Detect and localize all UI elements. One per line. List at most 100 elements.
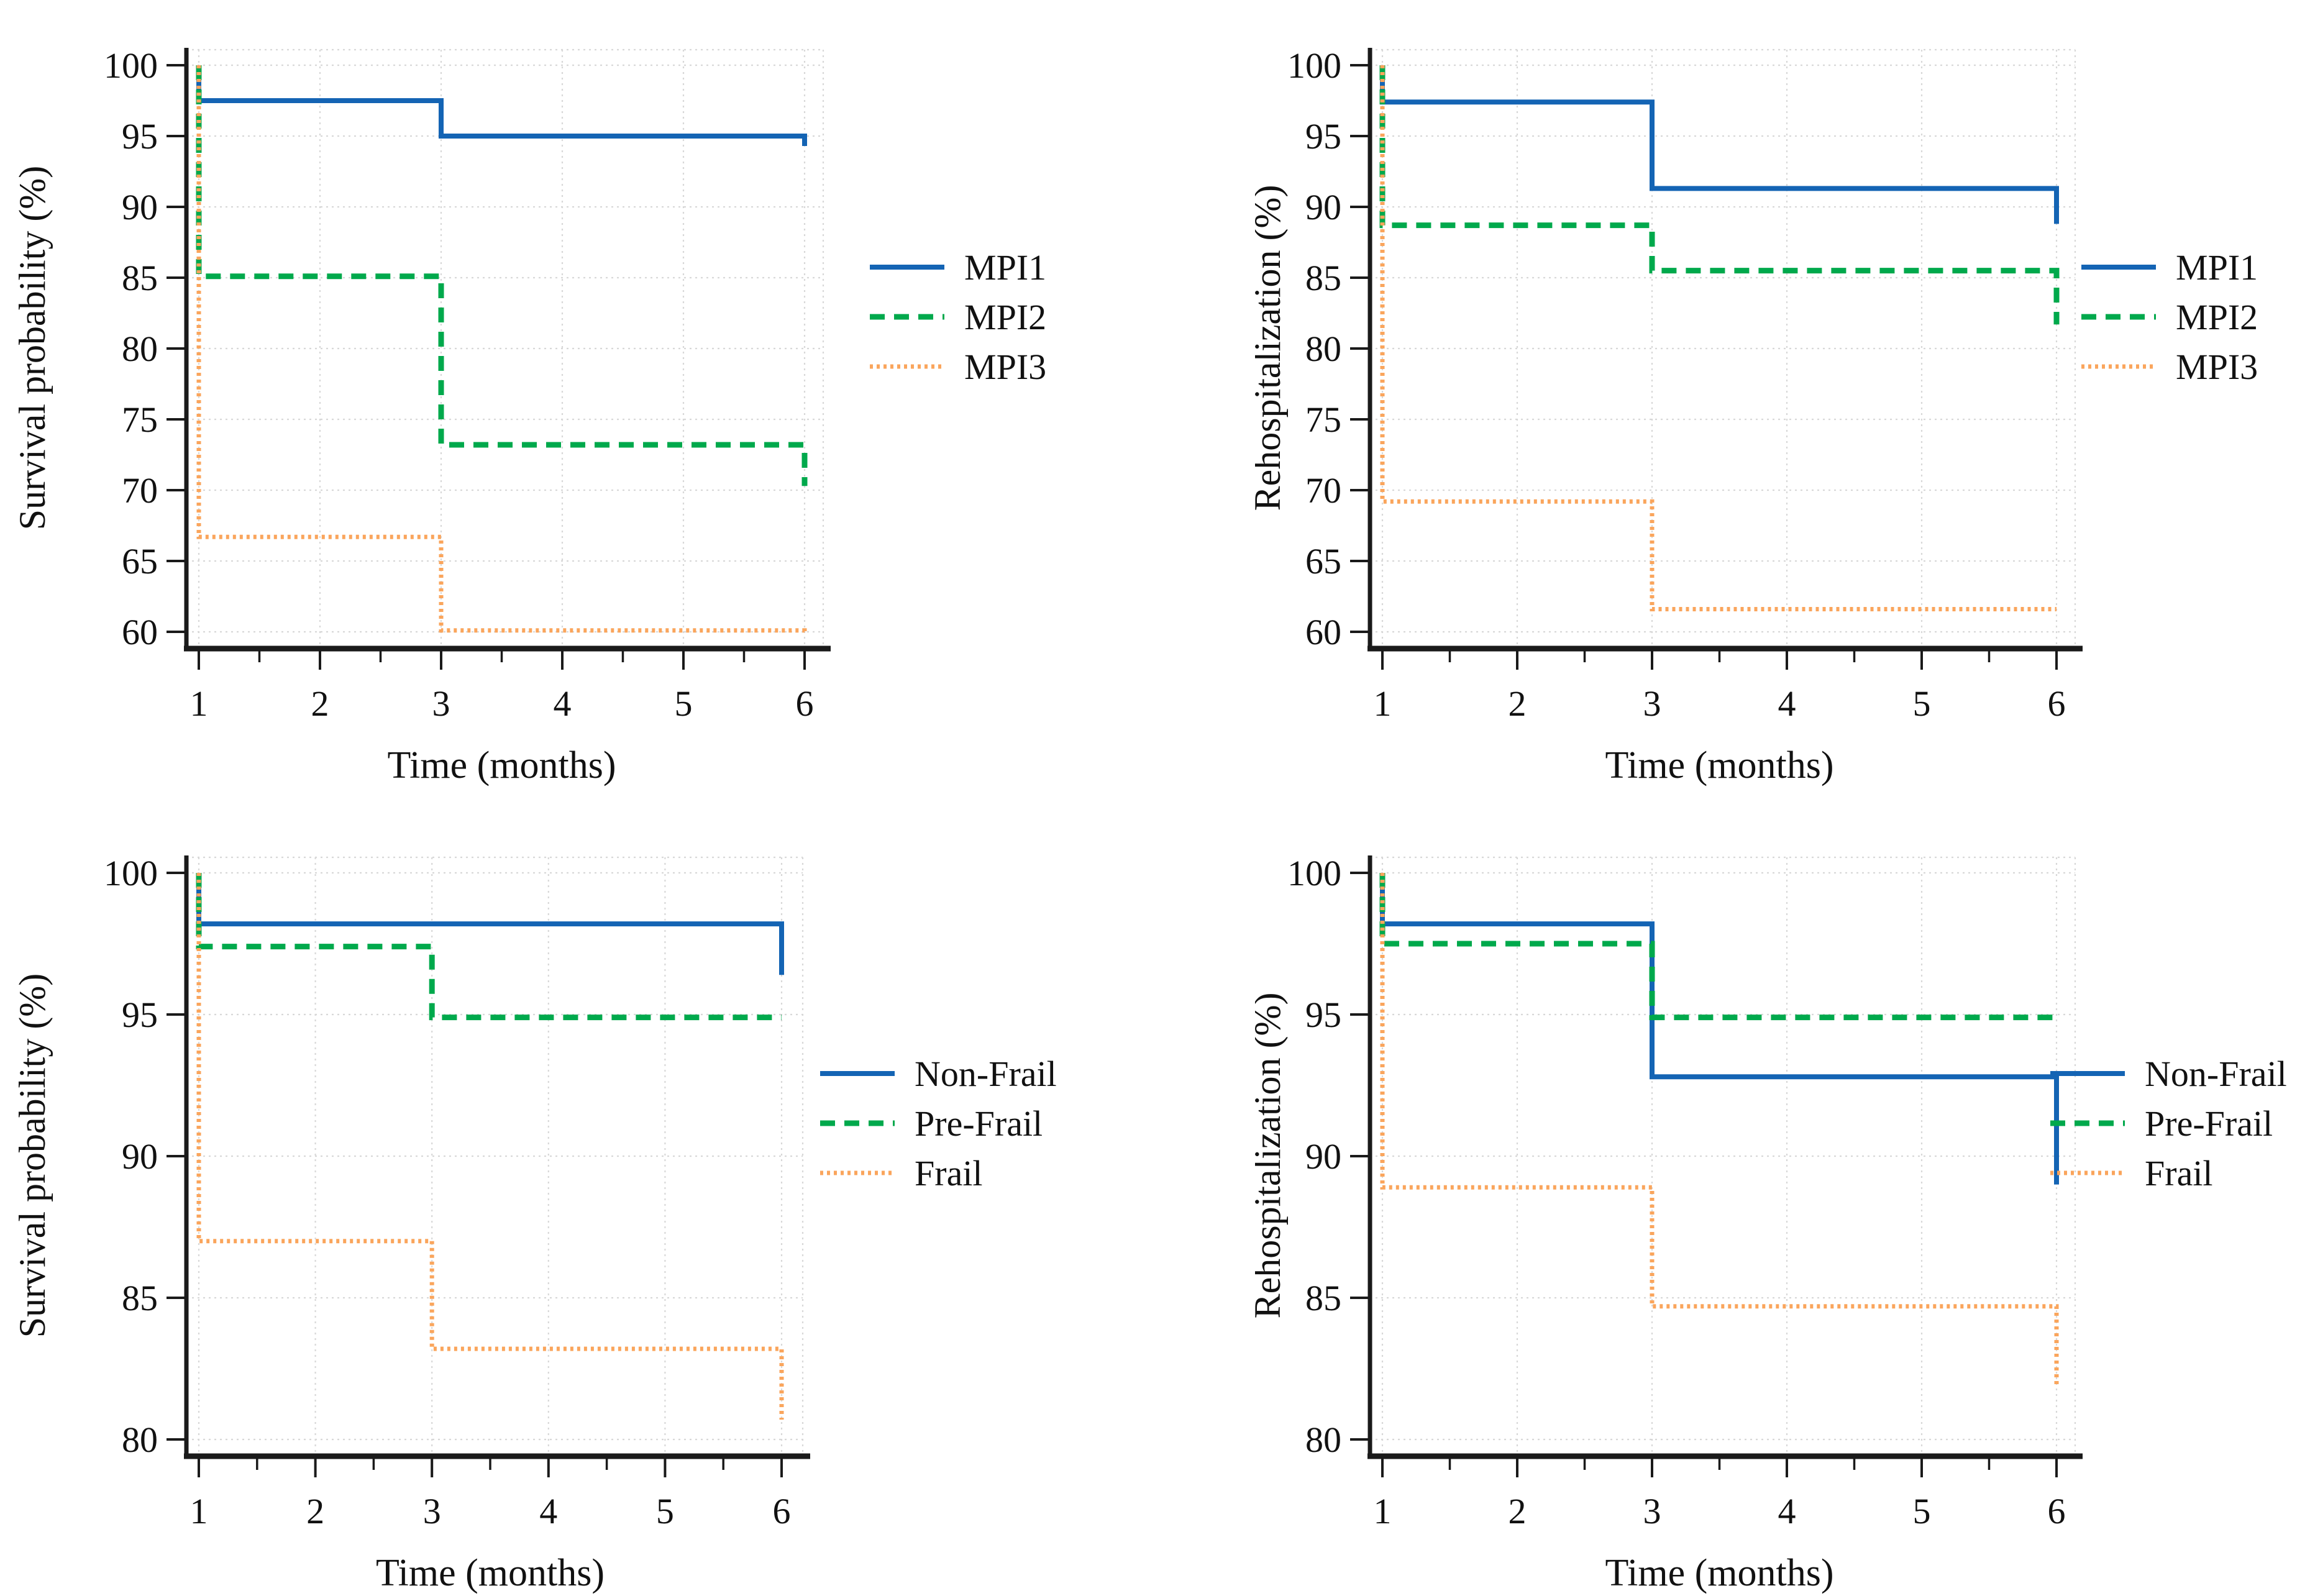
y-tick-label: 80 (1305, 329, 1341, 369)
y-tick-label: 60 (122, 612, 158, 652)
legend: Non-Frail Pre-Frail Frail (820, 1054, 1057, 1193)
x-tick-label: 2 (1509, 1491, 1527, 1531)
legend-label-Frail: Frail (2145, 1153, 2213, 1193)
y-tick-label: 60 (1305, 612, 1341, 652)
x-axis-label: Time (months) (1605, 1552, 1833, 1594)
y-tick-label: 75 (1305, 399, 1341, 440)
x-axis-label: Time (months) (1605, 744, 1833, 787)
x-tick-label: 2 (311, 683, 329, 724)
series-line-MPI1 (1380, 65, 2059, 224)
legend-label-Pre-Frail: Pre-Frail (2145, 1103, 2273, 1144)
y-axis-label: Survival probability (%) (12, 974, 53, 1338)
y-tick-label: 90 (1305, 1136, 1341, 1177)
legend-label-Non-Frail: Non-Frail (915, 1054, 1057, 1094)
y-tick-label: 95 (1305, 995, 1341, 1035)
step-chart-0: 60 65 70 75 80 85 90 95 100 1 2 3 4 5 6 Time (months) Su… (12, 45, 1046, 787)
x-tick-label: 5 (1913, 1491, 1931, 1531)
legend-label-Frail: Frail (915, 1153, 983, 1193)
x-tick-label: 4 (554, 683, 572, 724)
y-tick-label: 85 (122, 1278, 158, 1318)
x-tick-label: 1 (190, 683, 208, 724)
x-tick-label: 3 (432, 683, 450, 724)
x-tick-label: 2 (1509, 683, 1527, 724)
x-tick-label: 5 (1913, 683, 1931, 724)
y-tick-label: 80 (122, 1420, 158, 1460)
x-tick-label: 4 (1778, 683, 1796, 724)
y-tick-label: 100 (104, 45, 158, 86)
y-tick-label: 65 (122, 541, 158, 581)
axis-ticks (1350, 872, 2058, 1477)
series-line-Non-Frail (196, 873, 784, 975)
legend-label-Pre-Frail: Pre-Frail (915, 1103, 1043, 1144)
x-tick-label: 1 (1374, 683, 1392, 724)
series-line-Non-Frail (1380, 873, 2059, 1185)
series-line-Pre-Frail (1379, 873, 2057, 1021)
x-tick-label: 3 (1643, 683, 1661, 724)
y-tick-label: 70 (122, 470, 158, 511)
y-tick-label: 95 (122, 116, 158, 157)
legend: MPI1 MPI2 MPI3 (2081, 247, 2258, 387)
legend: MPI1 MPI2 MPI3 (870, 247, 1046, 387)
y-tick-label: 95 (122, 995, 158, 1035)
y-axis-label: Rehospitalization (%) (1255, 993, 1288, 1319)
chart-panel-survival-frailty: 80 85 90 95 100 1 2 3 4 5 6 Time (months) Survival p… (0, 808, 1180, 1596)
axis-ticks (1350, 64, 2058, 670)
y-axis-label: Rehospitalization (%) (1255, 185, 1288, 511)
x-tick-label: 6 (773, 1491, 791, 1531)
axis-ticks (167, 64, 806, 670)
chart-panel-survival-mpi: 60 65 70 75 80 85 90 95 100 1 2 3 4 5 6 Time (months) Su… (0, 0, 1180, 801)
x-tick-label: 3 (423, 1491, 441, 1531)
y-axis-label: Survival probability (%) (12, 166, 53, 531)
legend-label-MPI1: MPI1 (964, 247, 1046, 288)
series-line-MPI2 (196, 65, 808, 486)
x-tick-label: 5 (656, 1491, 674, 1531)
legend: Non-Frail Pre-Frail Frail (2050, 1054, 2287, 1193)
x-tick-label: 1 (190, 1491, 208, 1531)
y-tick-label: 90 (122, 1136, 158, 1177)
y-tick-label: 100 (1287, 853, 1341, 893)
series-line-Frail (196, 873, 784, 1420)
series-line-MPI3 (196, 65, 807, 633)
x-axis-label: Time (months) (376, 1552, 605, 1594)
x-tick-label: 6 (2048, 1491, 2066, 1531)
step-chart-3: 80 85 90 95 100 1 2 3 4 5 6 Time (months) Rehospital… (1255, 853, 2287, 1594)
y-tick-label: 95 (1305, 116, 1341, 157)
y-tick-label: 80 (122, 329, 158, 369)
legend-label-MPI3: MPI3 (964, 347, 1046, 387)
gridlines (186, 48, 824, 646)
series-line-MPI1 (196, 65, 807, 146)
x-tick-label: 4 (539, 1491, 557, 1531)
y-tick-label: 90 (1305, 187, 1341, 227)
x-axis-label: Time (months) (387, 744, 616, 787)
series-line-Frail (1380, 873, 2059, 1386)
gridlines (1370, 48, 2076, 646)
x-tick-label: 1 (1374, 1491, 1392, 1531)
y-tick-label: 75 (122, 399, 158, 440)
legend-label-MPI1: MPI1 (2176, 247, 2258, 288)
y-tick-label: 90 (122, 187, 158, 227)
chart-panel-rehosp-mpi: 60 65 70 75 80 85 90 95 100 1 2 3 4 5 6 Time (months) Re… (1255, 0, 2310, 801)
legend-label-MPI2: MPI2 (2176, 297, 2258, 337)
y-tick-label: 70 (1305, 470, 1341, 511)
x-tick-label: 6 (2048, 683, 2066, 724)
gridlines (1370, 856, 2076, 1454)
legend-label-MPI3: MPI3 (2176, 347, 2258, 387)
step-chart-1: 60 65 70 75 80 85 90 95 100 1 2 3 4 5 6 Time (months) Re… (1255, 45, 2258, 787)
x-tick-label: 6 (796, 683, 814, 724)
legend-label-Non-Frail: Non-Frail (2145, 1054, 2287, 1094)
y-tick-label: 85 (1305, 1278, 1341, 1318)
series-line-MPI2 (1379, 65, 2060, 325)
y-tick-label: 85 (122, 258, 158, 298)
y-tick-label: 65 (1305, 541, 1341, 581)
x-tick-label: 5 (675, 683, 693, 724)
chart-panel-rehosp-frailty: 80 85 90 95 100 1 2 3 4 5 6 Time (months) Rehospital… (1255, 808, 2310, 1596)
y-tick-label: 100 (104, 853, 158, 893)
axis-ticks (167, 872, 783, 1477)
y-tick-label: 100 (1287, 45, 1341, 86)
y-tick-label: 85 (1305, 258, 1341, 298)
x-tick-label: 2 (306, 1491, 324, 1531)
legend-label-MPI2: MPI2 (964, 297, 1046, 337)
x-tick-label: 3 (1643, 1491, 1661, 1531)
series-line-MPI3 (1380, 65, 2057, 611)
